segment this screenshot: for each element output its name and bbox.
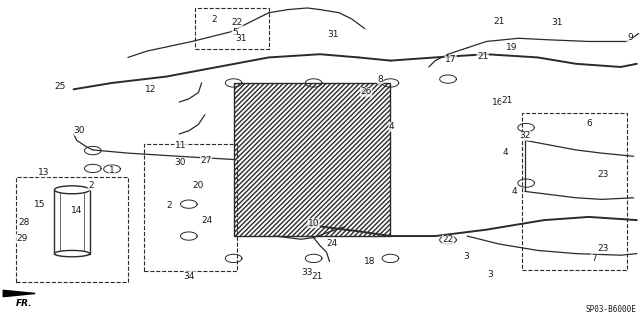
Text: 3: 3 xyxy=(463,252,468,261)
Ellipse shape xyxy=(54,250,90,257)
Text: 22: 22 xyxy=(442,235,454,244)
Text: 2: 2 xyxy=(167,201,172,210)
Text: 17: 17 xyxy=(445,56,456,64)
Text: 23: 23 xyxy=(597,170,609,179)
Text: 18: 18 xyxy=(364,257,376,266)
Text: 5: 5 xyxy=(232,28,237,37)
Text: 6: 6 xyxy=(586,119,591,128)
Bar xyxy=(195,8,269,49)
Text: 1: 1 xyxy=(109,166,115,175)
Text: 31: 31 xyxy=(235,34,246,43)
Text: 24: 24 xyxy=(202,216,213,225)
Text: 24: 24 xyxy=(326,239,337,248)
Text: 34: 34 xyxy=(184,272,195,281)
Text: 4: 4 xyxy=(389,122,394,131)
Text: 21: 21 xyxy=(501,96,513,105)
Bar xyxy=(234,83,390,236)
Polygon shape xyxy=(3,290,35,297)
Text: 12: 12 xyxy=(145,85,157,94)
Text: 10: 10 xyxy=(308,219,319,228)
Text: 26: 26 xyxy=(360,87,372,96)
Ellipse shape xyxy=(54,186,90,194)
Text: 7: 7 xyxy=(591,254,596,263)
Text: 33: 33 xyxy=(301,268,313,277)
Text: 4: 4 xyxy=(512,187,517,196)
Text: 21: 21 xyxy=(477,52,488,61)
Text: 9: 9 xyxy=(627,33,632,42)
Text: 3: 3 xyxy=(488,271,493,279)
Text: 23: 23 xyxy=(597,244,609,253)
Text: 20: 20 xyxy=(193,181,204,189)
Text: 28: 28 xyxy=(19,218,30,227)
Text: 30: 30 xyxy=(74,126,85,135)
Text: 30: 30 xyxy=(175,158,186,167)
Text: FR.: FR. xyxy=(16,299,33,308)
Text: 2: 2 xyxy=(212,15,217,24)
Text: 8: 8 xyxy=(378,75,383,84)
Text: 21: 21 xyxy=(312,272,323,281)
Bar xyxy=(16,177,128,282)
Bar xyxy=(144,144,237,271)
Text: 11: 11 xyxy=(175,141,186,150)
Text: 31: 31 xyxy=(551,19,563,27)
Text: 32: 32 xyxy=(519,131,531,140)
Bar xyxy=(54,190,90,254)
Text: 4: 4 xyxy=(503,148,508,157)
Text: 22: 22 xyxy=(231,19,243,27)
Text: 15: 15 xyxy=(34,200,45,209)
Text: 31: 31 xyxy=(327,30,339,39)
Text: 13: 13 xyxy=(38,168,49,177)
Text: 16: 16 xyxy=(492,98,504,107)
Text: 25: 25 xyxy=(54,82,66,91)
Text: 29: 29 xyxy=(16,234,28,243)
Text: SP03-B6000E: SP03-B6000E xyxy=(586,305,637,314)
Text: 19: 19 xyxy=(506,43,518,52)
Text: 21: 21 xyxy=(493,17,505,26)
Bar xyxy=(522,113,627,270)
Text: 2: 2 xyxy=(88,181,93,190)
Text: 14: 14 xyxy=(71,206,83,215)
Text: 27: 27 xyxy=(200,156,212,165)
